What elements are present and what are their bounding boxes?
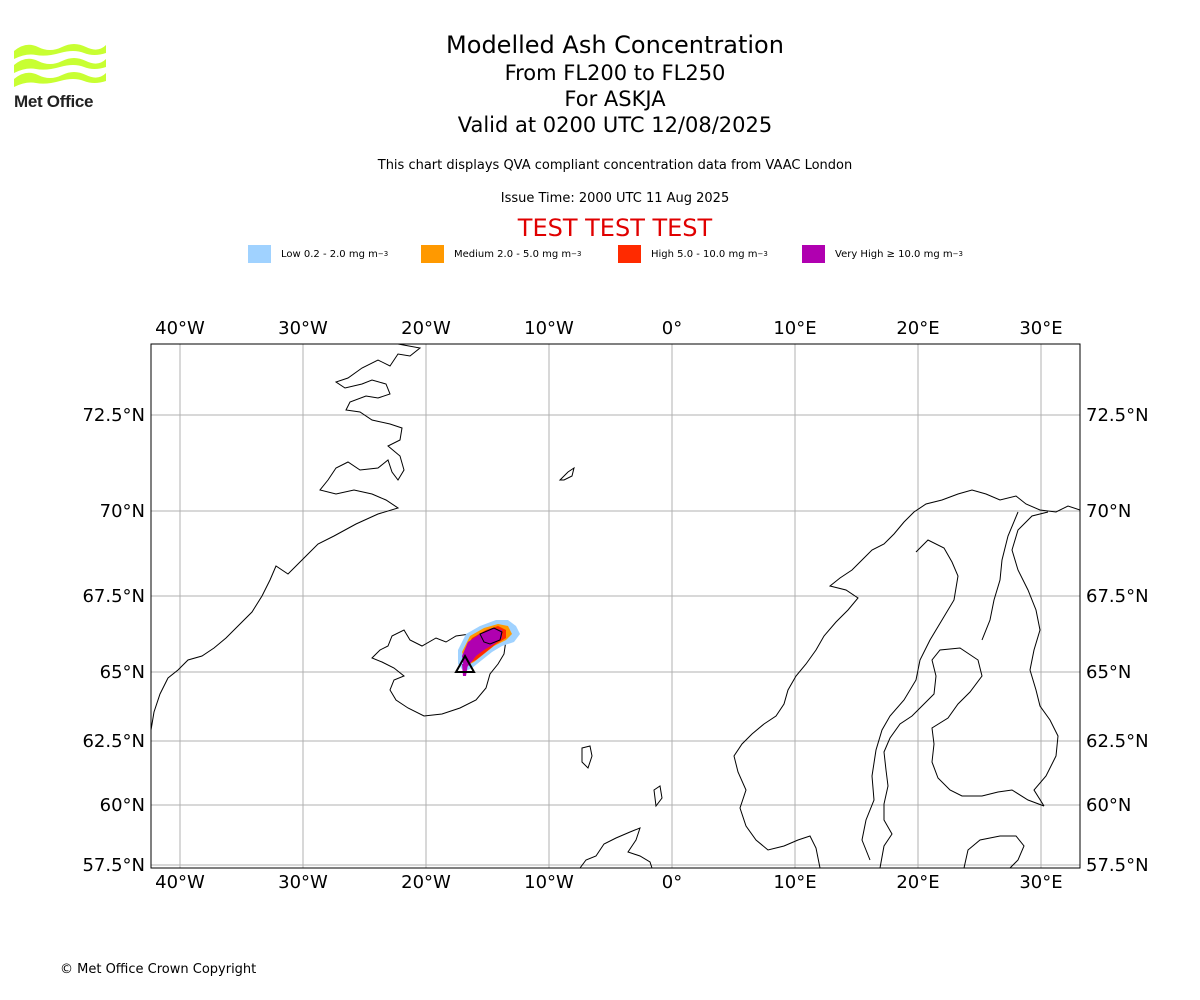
ash-outline [479, 627, 503, 645]
lon-label-top: 0° [662, 318, 682, 339]
sweden-coast [879, 647, 1045, 868]
chart-title: Modelled Ash Concentration [446, 31, 784, 59]
lat-labels-left: 72.5°N 70°N 67.5°N 65°N 62.5°N 60°N 57.5… [82, 405, 145, 876]
lon-label-top: 10°E [773, 318, 816, 339]
lon-label-top: 40°W [155, 318, 205, 339]
lat-label-left: 70°N [100, 501, 145, 522]
ash-very-high [462, 628, 502, 670]
legend-swatch-very-high [802, 245, 825, 263]
lon-label-bottom: 20°W [401, 872, 451, 893]
jan-mayen-coast [558, 466, 575, 481]
lon-label-bottom: 10°E [773, 872, 816, 893]
legend-item-high: High 5.0 - 10.0 mg m −3 [618, 244, 768, 264]
flight-levels: From FL200 to FL250 [504, 61, 726, 85]
lon-label-top: 30°E [1019, 318, 1062, 339]
lon-labels-bottom: 40°W 30°W 20°W 10°W 0° 10°E 20°E 30°E [155, 872, 1062, 893]
faroe-coast [581, 745, 593, 769]
copyright: © Met Office Crown Copyright [60, 962, 257, 977]
lat-label-left: 65°N [100, 662, 145, 683]
norway-sweden-border [861, 539, 959, 861]
issue-time: Issue Time: 2000 UTC 11 Aug 2025 [500, 191, 730, 206]
lat-label-right: 57.5°N [1086, 855, 1149, 876]
lon-label-bottom: 20°E [896, 872, 939, 893]
lat-label-left: 57.5°N [82, 855, 145, 876]
scotland-coast [579, 827, 653, 868]
test-banner: TEST TEST TEST [517, 214, 713, 242]
lat-label-right: 70°N [1086, 501, 1131, 522]
map-frame-bg [151, 344, 1080, 868]
lat-label-left: 72.5°N [82, 405, 145, 426]
lat-label-left: 62.5°N [82, 731, 145, 752]
lon-label-top: 30°W [278, 318, 328, 339]
lat-label-left: 60°N [100, 795, 145, 816]
shetland-coast [653, 785, 663, 808]
gridlines [151, 344, 1080, 868]
lat-labels-right: 72.5°N 70°N 67.5°N 65°N 62.5°N 60°N 57.5… [1086, 405, 1149, 876]
legend-label-very-high: Very High ≥ 10.0 mg m [835, 248, 953, 260]
legend-item-very-high: Very High ≥ 10.0 mg m −3 [802, 244, 963, 264]
lon-label-top: 20°W [401, 318, 451, 339]
valid-time: Valid at 0200 UTC 12/08/2025 [457, 113, 773, 137]
legend-swatch-high [618, 245, 641, 263]
lon-label-bottom: 30°W [278, 872, 328, 893]
lon-label-bottom: 10°W [524, 872, 574, 893]
lon-label-bottom: 30°E [1019, 872, 1062, 893]
lat-label-right: 65°N [1086, 662, 1131, 683]
sweden-finland-border [981, 511, 1019, 641]
lon-labels-top: 40°W 30°W 20°W 10°W 0° 10°E 20°E 30°E [155, 318, 1062, 339]
legend-swatch-medium [421, 245, 444, 263]
lon-label-top: 20°E [896, 318, 939, 339]
finland-coast [1011, 511, 1059, 807]
lon-label-top: 10°W [524, 318, 574, 339]
description-note: This chart displays QVA compliant concen… [377, 158, 853, 173]
legend-item-medium: Medium 2.0 - 5.0 mg m −3 [421, 244, 581, 264]
legend-item-low: Low 0.2 - 2.0 mg m −3 [248, 244, 388, 264]
lat-label-right: 60°N [1086, 795, 1131, 816]
lon-label-bottom: 40°W [155, 872, 205, 893]
estonia-coast [963, 835, 1025, 868]
map-frame [150, 343, 1081, 869]
chart-titles: Modelled Ash Concentration From FL200 to… [0, 30, 1200, 138]
legend-label-medium: Medium 2.0 - 5.0 mg m [454, 248, 572, 260]
legend-swatch-low [248, 245, 271, 263]
triangle-icon [454, 653, 476, 673]
coastlines [151, 344, 1080, 868]
volcano-name: For ASKJA [564, 87, 666, 111]
iceland-coast [371, 627, 507, 717]
legend-label-high: High 5.0 - 10.0 mg m [651, 248, 758, 260]
ash-map: 40°W 30°W 20°W 10°W 0° 10°E 20°E 30°E 40… [82, 318, 1149, 893]
met-office-logo [14, 44, 106, 87]
lat-label-left: 67.5°N [82, 586, 145, 607]
legend: Low 0.2 - 2.0 mg m −3 Medium 2.0 - 5.0 mg… [0, 244, 1200, 264]
legend-label-low: Low 0.2 - 2.0 mg m [281, 248, 378, 260]
lat-label-right: 72.5°N [1086, 405, 1149, 426]
greenland-coast [151, 344, 422, 760]
lat-label-right: 67.5°N [1086, 586, 1149, 607]
logo-text: Met Office [14, 92, 94, 111]
lon-label-bottom: 0° [662, 872, 682, 893]
norway-coast [733, 489, 1080, 868]
lat-label-right: 62.5°N [1086, 731, 1149, 752]
